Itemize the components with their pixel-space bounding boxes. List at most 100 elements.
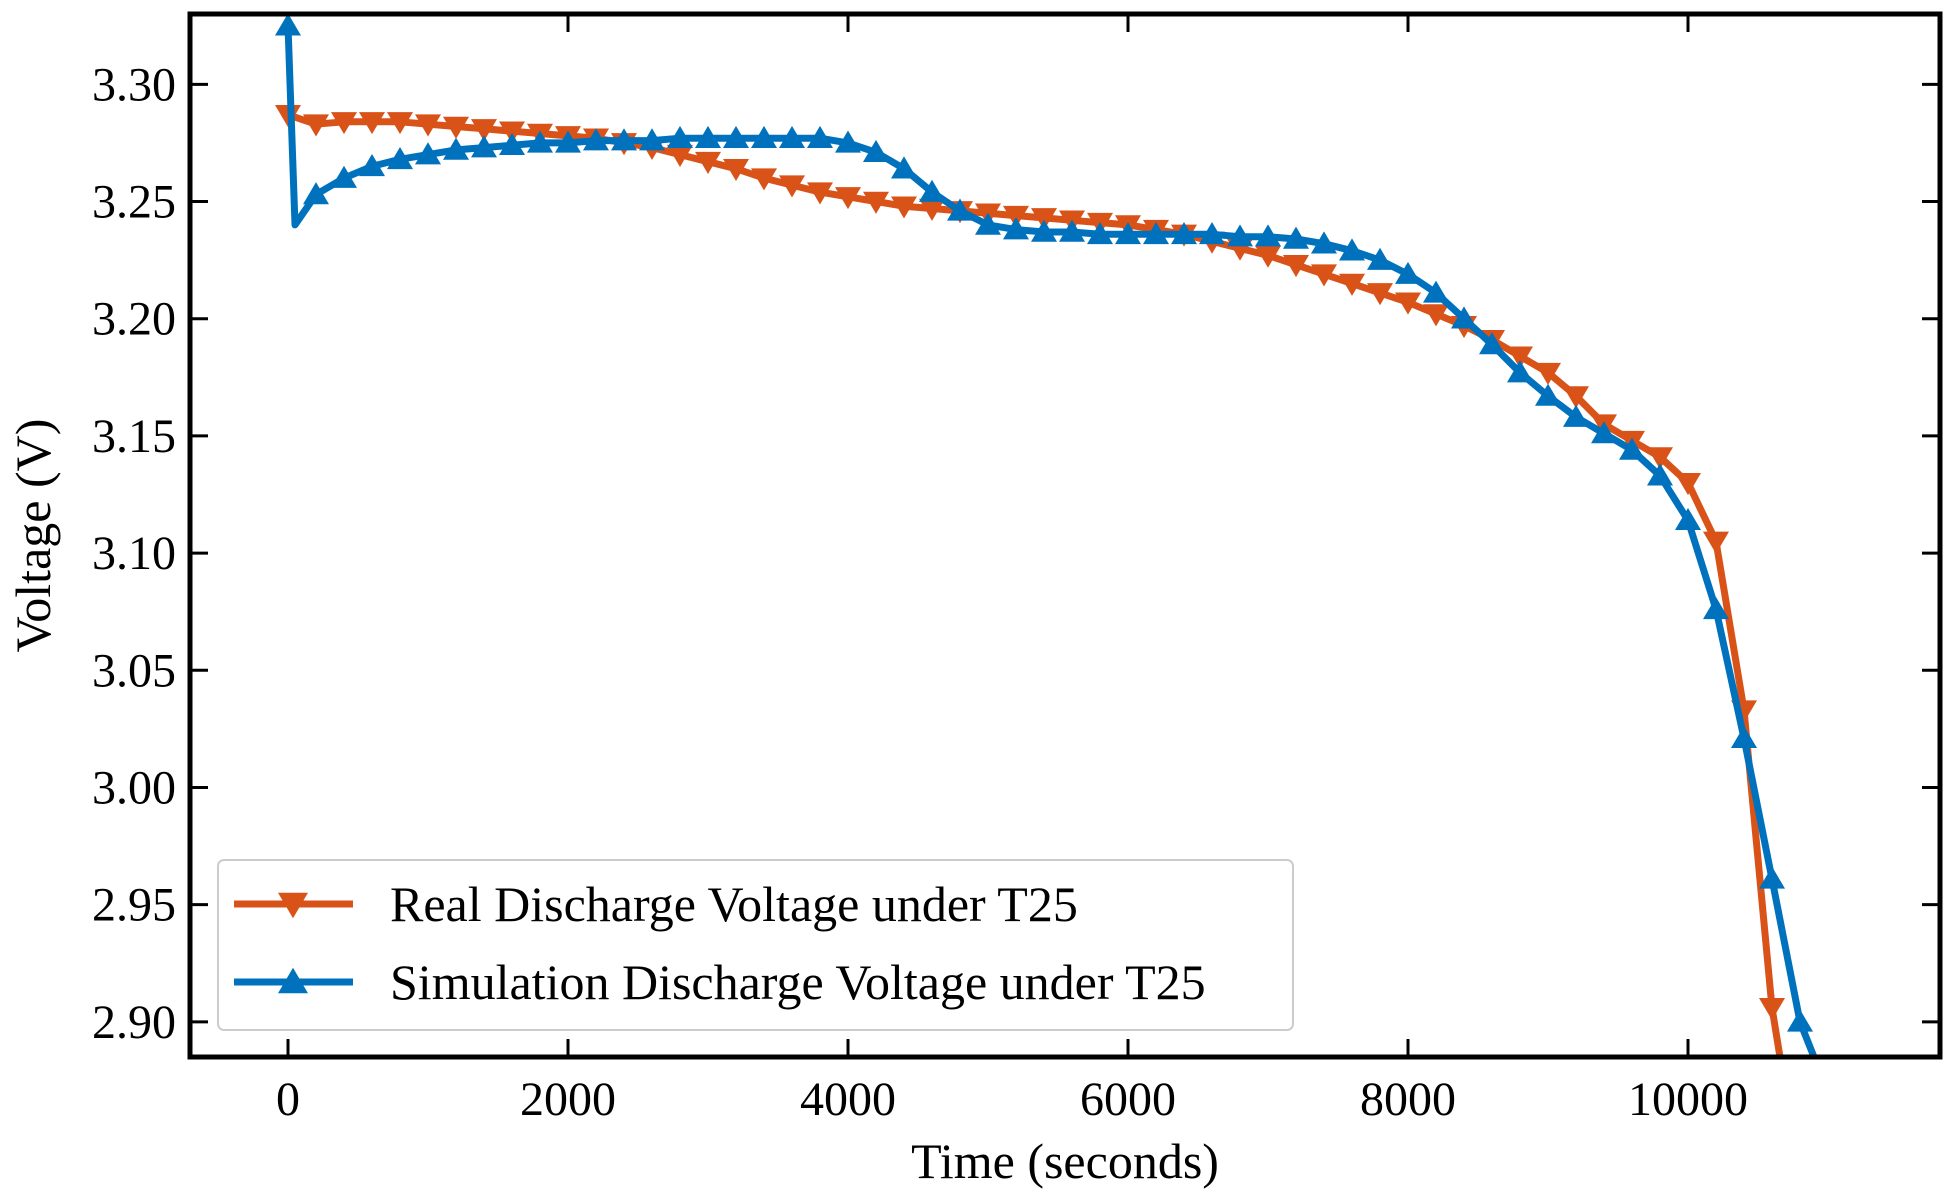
- data-point: [695, 125, 721, 148]
- data-point: [331, 165, 357, 188]
- data-point: [1759, 998, 1785, 1021]
- x-axis-label: Time (seconds): [911, 1133, 1219, 1189]
- data-point: [1563, 386, 1589, 409]
- data-point: [751, 125, 777, 148]
- x-tick-label: 0: [276, 1073, 300, 1126]
- data-point: [1339, 238, 1365, 261]
- data-point: [779, 125, 805, 148]
- data-point: [1619, 437, 1645, 460]
- y-tick-label: 3.30: [92, 58, 176, 111]
- data-point: [1731, 725, 1757, 748]
- data-point: [1535, 362, 1561, 385]
- data-point: [1423, 280, 1449, 303]
- data-point: [891, 156, 917, 179]
- legend-label: Simulation Discharge Voltage under T25: [390, 954, 1206, 1010]
- data-point: [667, 125, 693, 148]
- data-point: [1784, 1153, 1810, 1175]
- data-point: [807, 125, 833, 148]
- data-point: [415, 114, 441, 137]
- legend-label: Real Discharge Voltage under T25: [390, 876, 1078, 932]
- data-point: [1395, 292, 1421, 315]
- series-2: [275, 14, 1841, 1102]
- data-point: [1283, 226, 1309, 249]
- data-point: [499, 121, 525, 144]
- y-tick-label: 2.95: [92, 879, 176, 932]
- data-point: [947, 198, 973, 221]
- y-tick-label: 3.00: [92, 761, 176, 814]
- data-point: [1031, 208, 1057, 231]
- data-point: [863, 139, 889, 163]
- data-point: [1675, 473, 1701, 496]
- data-point: [1283, 255, 1309, 278]
- data-point: [1423, 304, 1449, 327]
- data-point: [1367, 283, 1393, 306]
- data-point: [723, 158, 749, 182]
- data-point: [1647, 463, 1673, 486]
- y-tick-label: 3.15: [92, 410, 176, 463]
- y-tick-label: 3.25: [92, 176, 176, 229]
- data-point: [835, 130, 861, 153]
- data-point: [387, 112, 413, 135]
- data-point: [1787, 1009, 1813, 1032]
- legend: Real Discharge Voltage under T25 Simulati…: [217, 859, 1294, 1031]
- data-point: [1311, 231, 1337, 254]
- y-tick-label: 3.10: [92, 527, 176, 580]
- data-point: [1451, 306, 1477, 329]
- data-point: [1367, 247, 1393, 270]
- data-point: [1563, 404, 1589, 427]
- data-point: [359, 153, 385, 177]
- legend-entry: Simulation Discharge Voltage under T25: [234, 954, 1206, 1010]
- y-tick-label: 3.05: [92, 644, 176, 697]
- legend-box: [217, 859, 1294, 1031]
- data-point: [807, 182, 833, 205]
- series-layer: [275, 14, 1841, 1175]
- data-point: [359, 112, 385, 135]
- data-point: [1507, 346, 1533, 369]
- data-point: [1031, 219, 1057, 242]
- data-point: [1507, 360, 1533, 383]
- data-point: [919, 179, 945, 202]
- legend-entry: Real Discharge Voltage under T25: [234, 876, 1078, 932]
- legend-swatch-marker: [278, 967, 308, 994]
- data-point: [387, 146, 413, 170]
- data-point: [527, 130, 553, 153]
- y-axis-ticks: 2.90 2.95 3.00 3.05 3.10 3.15 3.20 3.25 3.30: [92, 58, 1940, 1049]
- data-point: [583, 128, 609, 151]
- data-point: [1087, 221, 1113, 245]
- data-point: [1339, 273, 1365, 296]
- data-point: [443, 137, 469, 160]
- data-point: [1815, 1080, 1841, 1102]
- y-tick-label: 2.90: [92, 996, 176, 1049]
- data-point: [1003, 205, 1029, 228]
- x-tick-label: 4000: [800, 1073, 896, 1126]
- data-point: [611, 128, 637, 151]
- data-point: [1395, 261, 1421, 284]
- data-point: [499, 132, 525, 156]
- data-point: [919, 198, 945, 221]
- data-point: [1703, 596, 1729, 620]
- data-point: [835, 187, 861, 210]
- y-tick-label: 3.20: [92, 293, 176, 346]
- data-point: [639, 128, 665, 151]
- x-axis-ticks: 0 2000 4000 6000 8000 10000: [276, 14, 1748, 1126]
- legend-swatch-marker: [278, 892, 308, 919]
- data-point: [1255, 224, 1281, 247]
- data-point: [723, 125, 749, 148]
- data-point: [1003, 217, 1029, 240]
- data-point: [891, 196, 917, 219]
- data-point: [1115, 221, 1141, 245]
- x-tick-label: 8000: [1360, 1073, 1456, 1126]
- data-point: [555, 130, 581, 153]
- data-point: [331, 112, 357, 135]
- data-point: [1143, 221, 1169, 245]
- x-tick-label: 2000: [520, 1073, 616, 1126]
- data-point: [779, 175, 805, 198]
- data-point: [471, 119, 497, 142]
- data-point: [1535, 383, 1561, 406]
- data-point: [275, 14, 301, 36]
- data-point: [1227, 224, 1253, 247]
- data-point: [303, 114, 329, 137]
- data-point: [863, 191, 889, 214]
- data-point: [443, 116, 469, 139]
